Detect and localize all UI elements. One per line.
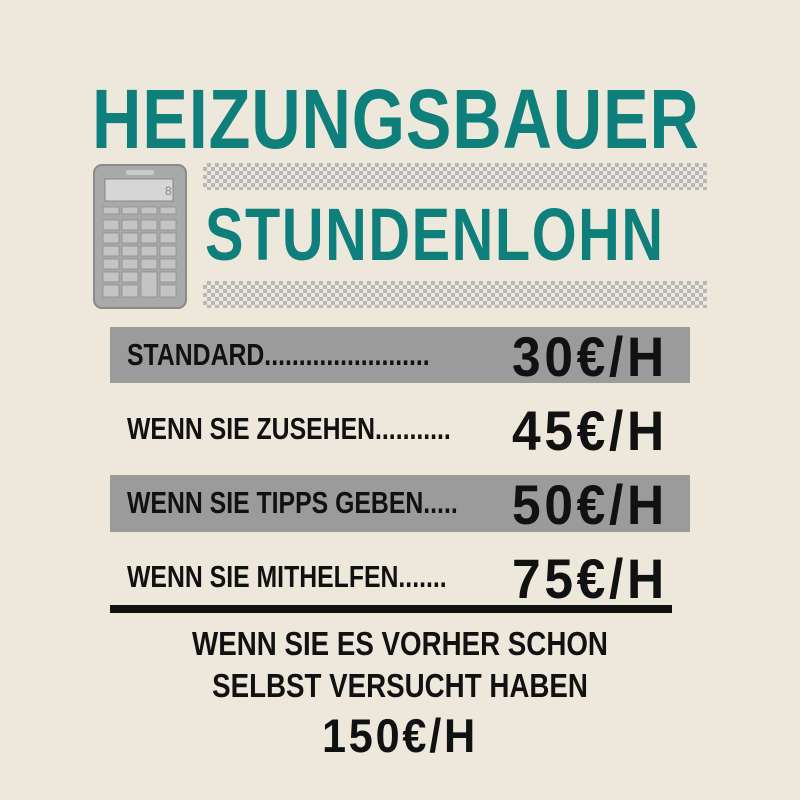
rate-label: WENN SIE TIPPS GEBEN..... bbox=[127, 485, 458, 520]
footer-line-2: SELBST VERSUCHT HABEN bbox=[212, 667, 588, 704]
rate-highlight-bar bbox=[110, 327, 690, 383]
checker-stripe-top bbox=[203, 163, 707, 190]
rate-label: WENN SIE MITHELFEN....... bbox=[127, 559, 447, 594]
footer-price: 150€/H bbox=[322, 709, 478, 762]
subtitle: STUNDENLOHN bbox=[205, 193, 665, 276]
divider bbox=[110, 605, 672, 613]
svg-text:8: 8 bbox=[165, 184, 172, 198]
rate-label: STANDARD........................ bbox=[127, 337, 430, 372]
title: HEIZUNGSBAUER bbox=[92, 72, 700, 166]
footer-line-1: WENN SIE ES VORHER SCHON bbox=[192, 625, 608, 662]
checker-stripe-bottom bbox=[203, 281, 707, 308]
rate-highlight-bar bbox=[110, 475, 690, 532]
rate-price: 45€/H bbox=[512, 399, 668, 462]
rate-label: WENN SIE ZUSEHEN........... bbox=[127, 411, 451, 446]
calculator-icon: 8 bbox=[93, 164, 187, 309]
rate-price: 50€/H bbox=[512, 473, 668, 536]
rate-price: 30€/H bbox=[512, 325, 668, 388]
rate-price: 75€/H bbox=[512, 547, 668, 610]
